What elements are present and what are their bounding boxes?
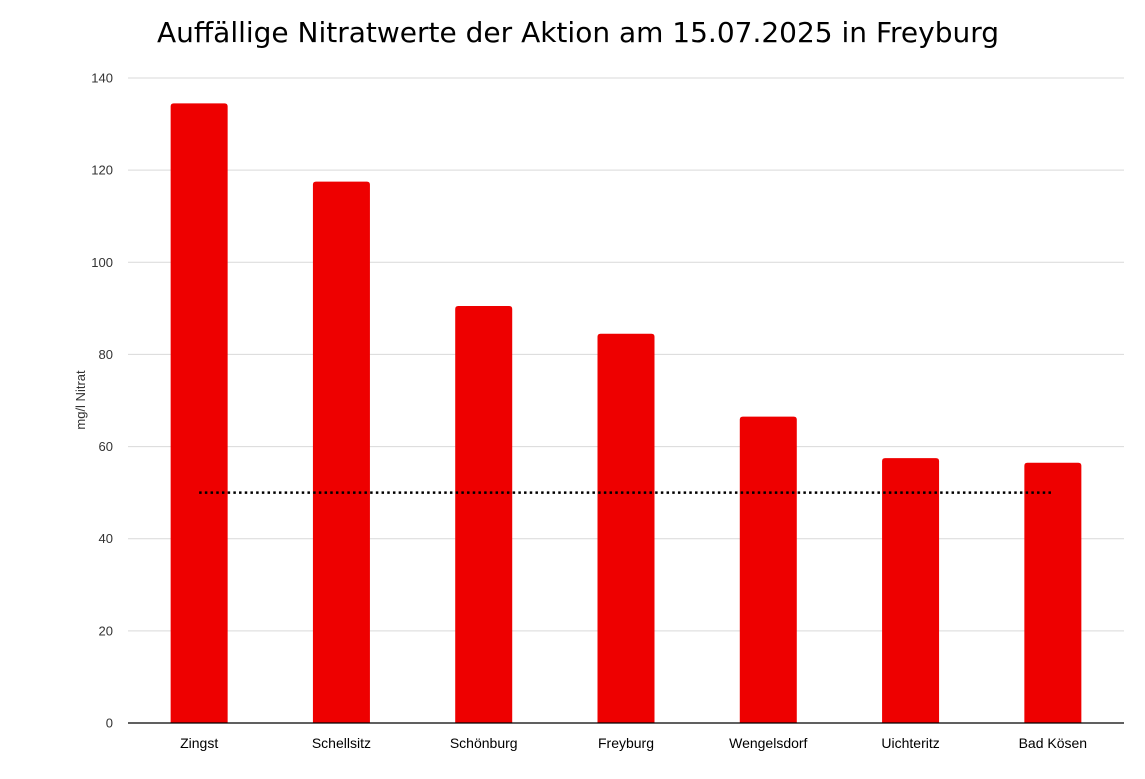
y-tick-label: 120 — [91, 163, 113, 178]
x-tick-label: Schellsitz — [312, 735, 371, 751]
x-tick-label: Uichteritz — [881, 735, 939, 751]
y-tick-label: 40 — [99, 531, 113, 546]
bar-wengelsdorf — [739, 416, 797, 723]
y-tick-label: 140 — [91, 71, 113, 86]
x-tick-label: Zingst — [180, 735, 218, 751]
y-tick-label: 0 — [106, 716, 113, 731]
x-tick-label: Schönburg — [450, 735, 518, 751]
x-axis-labels: Zingst Schellsitz Schönburg Freyburg Wengels… — [180, 735, 1087, 751]
bar-bad-k-sen — [1024, 462, 1082, 723]
bar-zingst — [170, 103, 228, 723]
x-tick-label: Freyburg — [598, 735, 654, 751]
bar-sch-nburg — [455, 306, 513, 723]
y-tick-label: 100 — [91, 255, 113, 270]
bar-freyburg — [597, 333, 655, 723]
bars — [170, 103, 1082, 724]
y-axis-title: mg/l Nitrat — [73, 370, 88, 430]
x-tick-label: Wengelsdorf — [729, 735, 807, 751]
y-tick-label: 80 — [99, 347, 113, 362]
y-tick-label: 60 — [99, 439, 113, 454]
chart-title: Auffällige Nitratwerte der Aktion am 15.… — [157, 16, 999, 49]
y-axis-ticks: 0 20 40 60 80 100 120 140 — [91, 71, 113, 731]
x-tick-label: Bad Kösen — [1019, 735, 1088, 751]
bar-schellsitz — [312, 181, 370, 724]
bar-uichteritz — [882, 458, 940, 723]
y-tick-label: 20 — [99, 623, 113, 638]
